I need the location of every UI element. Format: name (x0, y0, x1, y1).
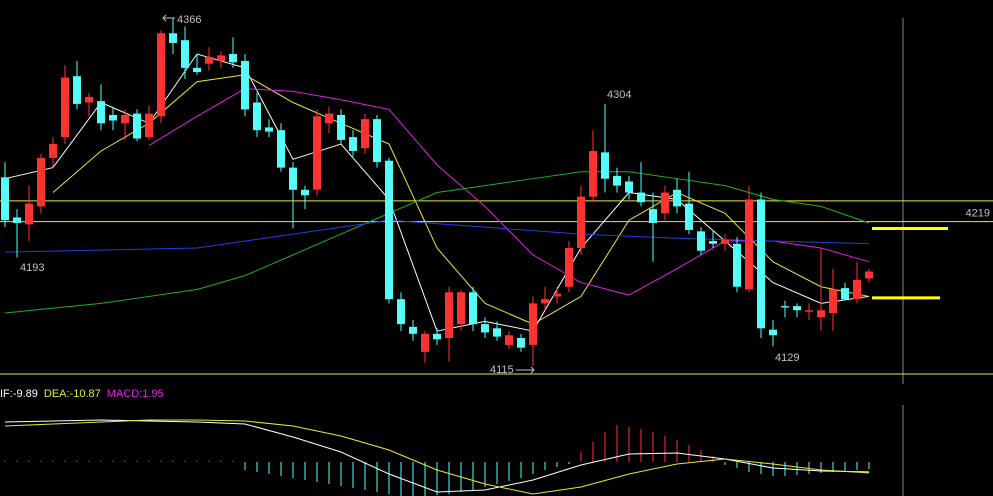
candle-body (589, 150, 597, 197)
candle-body (577, 196, 585, 248)
candle-body (37, 157, 45, 207)
candle-body (745, 199, 753, 290)
candle-body (121, 114, 129, 124)
candle-body (817, 310, 825, 318)
candle-body (313, 116, 321, 190)
candle-body (805, 310, 813, 312)
indicator-label: MACD:1.95 (107, 388, 164, 400)
candle-body (385, 160, 393, 300)
candle-body (529, 303, 537, 345)
candle-body (769, 329, 777, 336)
candle-body (841, 288, 849, 300)
candle-body (361, 119, 369, 149)
candle-body (241, 60, 249, 110)
candle-body (601, 152, 609, 179)
candle-body (793, 306, 801, 311)
candle-body (697, 231, 705, 251)
candle-body (49, 144, 57, 158)
candle-body (865, 271, 873, 279)
candle-body (181, 40, 189, 68)
candle-body (649, 209, 657, 224)
candle-body (565, 247, 573, 287)
candle-body (445, 292, 453, 338)
candle-body (421, 333, 429, 352)
ma-line (4, 171, 870, 314)
annotation: 4115 (490, 364, 514, 376)
candle-body (265, 127, 273, 132)
candle-body (301, 189, 309, 196)
ma-line (4, 219, 870, 253)
candle-body (541, 299, 549, 304)
candle-body (217, 55, 225, 61)
dea-line (4, 419, 870, 495)
candle-body (289, 167, 297, 190)
candle-body (505, 335, 513, 345)
h-line-label: 4219 (966, 208, 990, 220)
candle-body (481, 324, 489, 333)
annotation-arrow (162, 14, 175, 22)
candle-body (553, 293, 561, 297)
candle-body (613, 175, 621, 186)
candle-body (337, 114, 345, 140)
annotation: 4129 (775, 352, 799, 364)
candle-body (433, 333, 441, 340)
candle-body (205, 56, 213, 64)
candle-body (673, 189, 681, 207)
candle-body (625, 181, 633, 193)
candle-body (193, 67, 201, 73)
candle-body (757, 199, 765, 329)
candle-body (373, 119, 381, 163)
candle-body (409, 326, 417, 334)
candle-body (157, 33, 165, 117)
indicator-label: IF:-9.89 (0, 388, 38, 400)
candle-body (349, 137, 357, 151)
candle-body (781, 306, 789, 308)
candle-body (469, 292, 477, 325)
candle-body (13, 217, 21, 224)
candle-body (853, 279, 861, 300)
candle-body (253, 102, 261, 131)
candle-body (685, 203, 693, 230)
candle-body (133, 113, 141, 139)
candle-body (733, 243, 741, 287)
candle-body (85, 96, 93, 103)
candle-body (721, 239, 729, 244)
candle-body (73, 76, 81, 104)
candle-body (277, 130, 285, 168)
candle-body (637, 192, 645, 203)
candle-body (97, 101, 105, 124)
candle-body (25, 203, 33, 225)
candle-body (493, 328, 501, 337)
annotation: 4366 (177, 14, 201, 26)
candle-body (517, 337, 525, 348)
candle-body (709, 241, 717, 244)
annotation: 4304 (607, 89, 631, 101)
candle-body (829, 289, 837, 314)
candle-body (325, 113, 333, 124)
candle-body (109, 114, 117, 121)
candle-body (661, 192, 669, 214)
candle-body (397, 299, 405, 325)
annotation: 4193 (20, 262, 44, 274)
candle-body (61, 77, 69, 138)
candle-body (1, 177, 9, 221)
candle-body (169, 33, 177, 43)
indicator-label: DEA:-10.87 (44, 388, 101, 400)
candle-body (457, 292, 465, 325)
candle-body (229, 54, 237, 63)
ma-line (52, 74, 870, 325)
annotation-arrow (516, 366, 535, 374)
candle-body (145, 113, 153, 138)
